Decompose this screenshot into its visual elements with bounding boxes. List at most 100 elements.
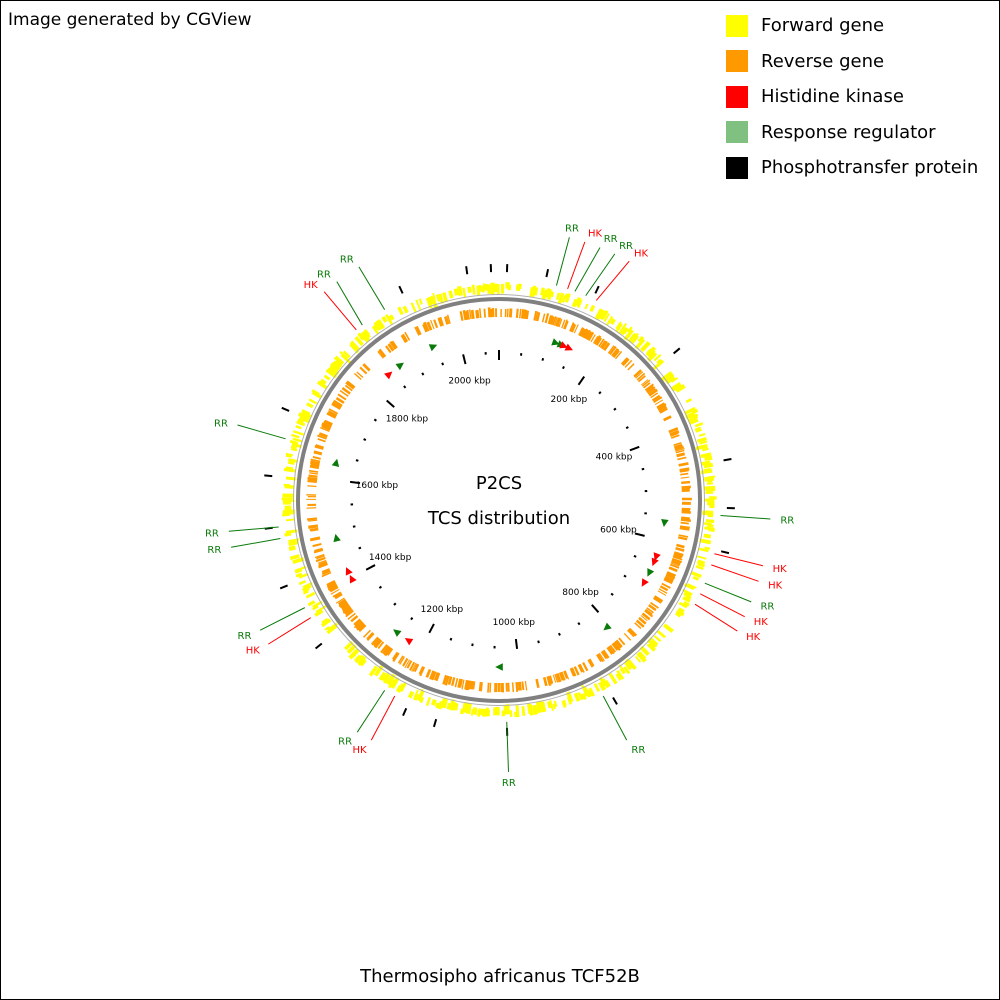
ruler-minor-tick: [558, 632, 561, 636]
forward-gene: [665, 375, 676, 385]
rr-annotation-label: RR: [565, 224, 579, 235]
ruler-minor-tick: [577, 622, 581, 626]
forward-gene: [557, 292, 565, 305]
hk-marker: [653, 552, 661, 561]
reverse-gene: [508, 308, 513, 318]
forward-gene: [325, 368, 337, 379]
forward-gene: [534, 287, 539, 296]
reverse-gene: [313, 548, 324, 554]
reverse-gene: [673, 443, 683, 449]
reverse-gene: [671, 561, 681, 566]
rr-annotation-label: RR: [780, 516, 794, 527]
rr-annotation-label: RR: [205, 528, 219, 539]
phosphotransfer-tick: [264, 474, 273, 478]
forward-gene: [582, 693, 587, 700]
reverse-gene: [339, 389, 349, 397]
forward-gene: [634, 655, 642, 663]
reverse-gene: [459, 311, 464, 321]
forward-gene: [303, 584, 312, 591]
phosphotransfer-tick: [723, 458, 732, 462]
reverse-gene: [600, 650, 608, 660]
annotation-labels: RR HKRRRRHKRRHKHKRRHKHKRRRRHKRRHKRRRRRRRR…: [205, 224, 794, 789]
forward-gene: [697, 562, 705, 568]
forward-gene: [440, 697, 447, 709]
reverse-gene: [555, 673, 561, 683]
forward-gene: [442, 698, 449, 709]
hk-annotation-label: HK: [773, 564, 788, 575]
forward-gene: [442, 292, 449, 303]
forward-gene: [302, 590, 309, 595]
forward-gene: [703, 462, 714, 469]
reverse-gene: [337, 393, 347, 401]
reverse-gene: [461, 679, 465, 690]
forward-gene: [640, 341, 651, 353]
reverse-gene: [430, 670, 437, 681]
forward-gene: [431, 698, 437, 706]
forward-gene: [294, 568, 303, 574]
forward-gene: [618, 323, 628, 334]
backbone-ring: [293, 294, 705, 706]
forward-gene: [290, 433, 300, 439]
legend-label-phosphotransfer-protein: Phosphotransfer protein: [761, 157, 979, 179]
reverse-gene: [442, 674, 448, 685]
ruler-minor-tick: [378, 585, 382, 589]
reverse-gene: [306, 517, 318, 521]
forward-gene: [298, 580, 307, 586]
reverse-gene: [680, 518, 692, 522]
forward-gene: [288, 545, 296, 551]
forward-gene: [646, 643, 654, 651]
phosphotransfer-tick: [612, 696, 618, 705]
reverse-gene: [590, 334, 596, 343]
forward-gene: [470, 709, 474, 716]
reverse-gene: [627, 363, 635, 371]
reverse-gene: [319, 427, 330, 433]
reverse-gene: [446, 314, 451, 324]
reverse-gene: [593, 335, 602, 345]
forward-gene: [385, 314, 393, 325]
forward-gene: [292, 430, 305, 436]
phosphotransfer-tick: [594, 285, 600, 294]
forward-gene: [285, 452, 293, 457]
annotation-leader: [237, 424, 286, 440]
reverse-gene: [664, 576, 674, 584]
hk-annotation-label: HK: [634, 248, 649, 259]
annotation-leader: [370, 695, 396, 741]
forward-gene: [601, 678, 610, 689]
phosphotransfer-tick: [465, 266, 469, 275]
reverse-gene: [536, 312, 541, 322]
reverse-gene: [387, 343, 395, 352]
reverse-gene: [511, 682, 515, 693]
reverse-gene: [598, 652, 605, 662]
reverse-gene: [406, 660, 413, 669]
reverse-gene: [673, 552, 683, 559]
forward-gene: [685, 398, 692, 404]
hk-marker: [345, 567, 353, 576]
ruler-major-tick: [514, 638, 519, 650]
reverse-gene: [433, 672, 440, 681]
reverse-gene: [665, 573, 676, 580]
rr-annotation-label: RR: [502, 778, 516, 789]
reverse-gene: [672, 556, 683, 561]
forward-gene: [619, 668, 625, 675]
reverse-gene: [430, 319, 435, 330]
reverse-gene: [338, 600, 348, 608]
phosphotransfer-tick: [673, 347, 681, 355]
ruler-minor-tick: [355, 459, 359, 462]
forward-gene: [696, 561, 705, 566]
reverse-gene: [316, 555, 325, 560]
forward-gene: [360, 659, 367, 667]
forward-gene: [670, 381, 682, 391]
reverse-gene: [465, 311, 469, 320]
forward-gene: [653, 635, 662, 643]
forward-gene: [555, 292, 561, 300]
hk-marker: [349, 575, 357, 584]
hk-annotation-label: HK: [754, 617, 769, 628]
annotation-leader: [323, 291, 357, 331]
reverse-gene: [308, 519, 318, 522]
reverse-gene: [668, 566, 678, 573]
reverse-gene: [338, 598, 347, 606]
rr-annotation-label: RR: [340, 254, 354, 265]
reverse-gene: [317, 438, 326, 443]
forward-gene: [283, 509, 295, 515]
reverse-gene: [356, 371, 364, 379]
